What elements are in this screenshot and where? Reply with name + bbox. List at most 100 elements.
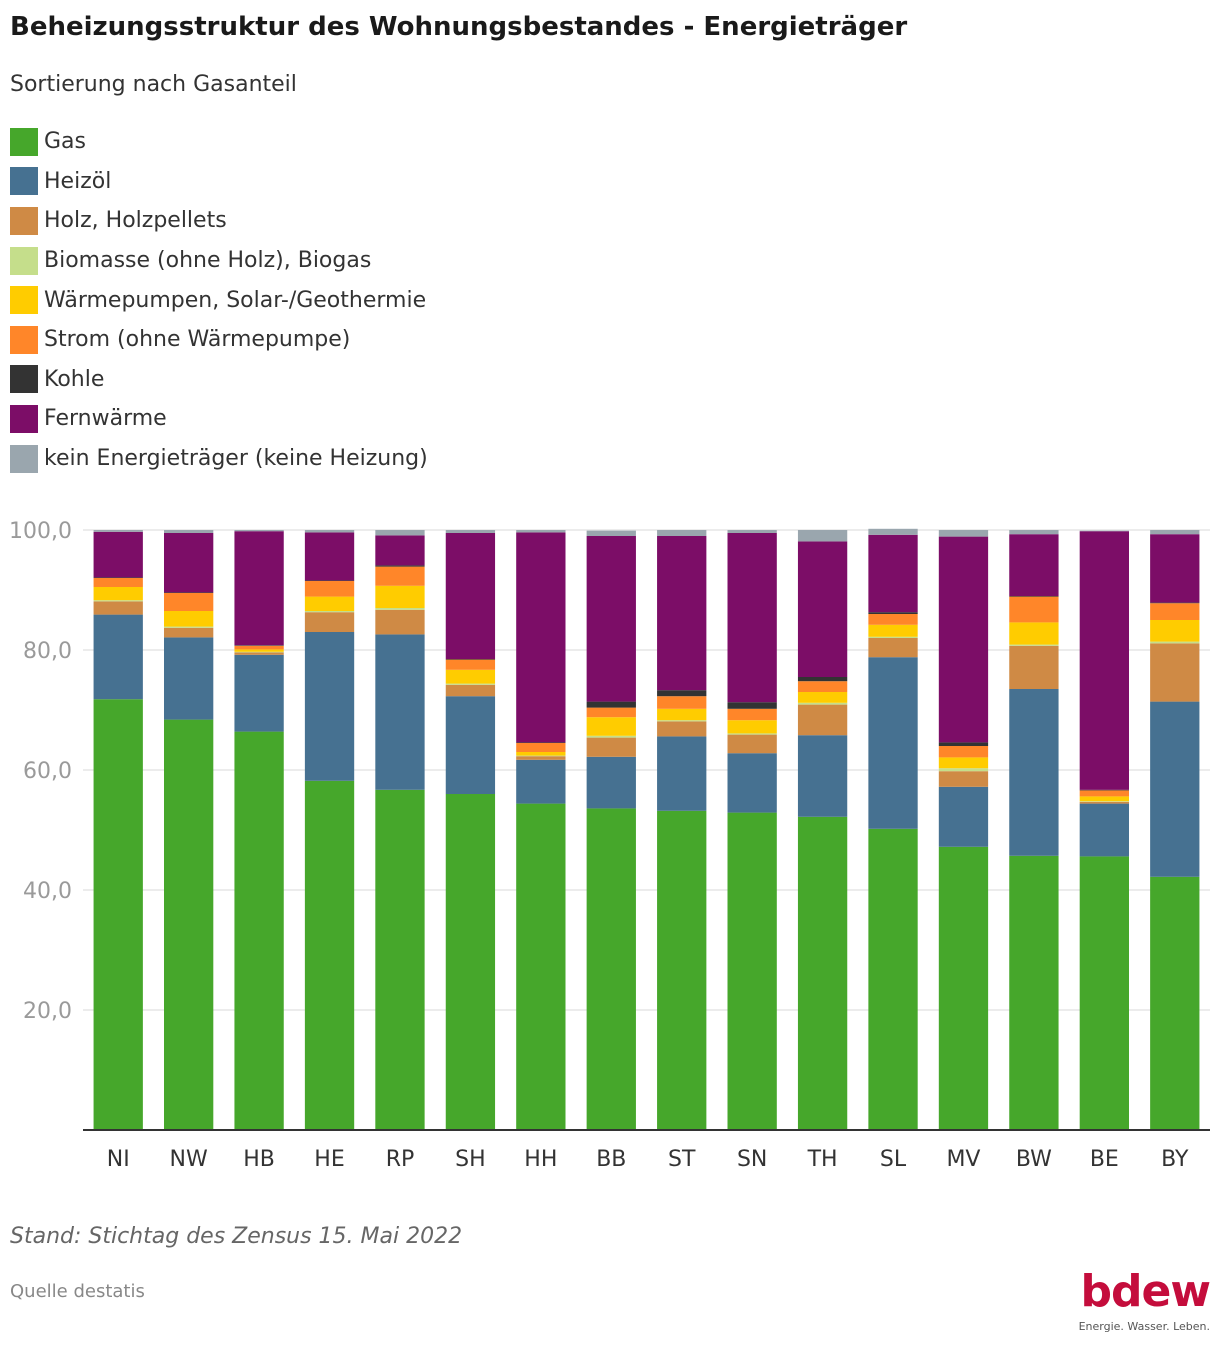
bar-segment [164, 611, 214, 627]
legend-label: Kohle [44, 366, 105, 392]
logo-wordmark: bdew [1080, 1266, 1211, 1317]
bar-segment [445, 659, 496, 670]
bar-segment [868, 828, 918, 1130]
bar-segment [375, 535, 425, 566]
bar-segment [93, 699, 143, 1130]
bar-segment [727, 708, 777, 721]
bar-stack [234, 530, 284, 1130]
bar-segment [234, 531, 284, 646]
bar-segment [1150, 534, 1200, 603]
bar-segment [1150, 701, 1200, 877]
bar-segment [657, 696, 707, 709]
bar-stack [375, 530, 425, 1130]
bar-segment [304, 596, 355, 611]
bar-segment [938, 742, 989, 746]
bar-segment [234, 645, 284, 650]
bar-segment [375, 565, 425, 567]
bar-stack [93, 530, 143, 1130]
legend-label: Holz, Holzpellets [44, 208, 227, 234]
x-tick-label: BE [1090, 1147, 1119, 1172]
legend-swatch [10, 404, 38, 433]
bar-segment [1079, 790, 1129, 797]
bar-segment [164, 593, 214, 611]
bar-segment [234, 649, 284, 652]
x-tick-label: NW [170, 1147, 208, 1172]
bar-stack [1079, 530, 1129, 1130]
bar-stack [1150, 530, 1200, 1130]
bar-segment [586, 707, 636, 718]
bar-segment [657, 720, 707, 722]
bar-segment [586, 737, 636, 757]
legend-label: Wärmepumpen, Solar-/Geothermie [44, 287, 427, 313]
bar-segment [375, 789, 425, 1130]
bar-segment [93, 530, 143, 532]
bar-segment [234, 731, 284, 1130]
y-tick-label: 20,0 [23, 999, 72, 1024]
bar-segment [797, 735, 848, 817]
legend-item: Heizöl [10, 162, 428, 202]
bar-segment [868, 657, 918, 829]
bar-segment [516, 755, 566, 757]
bar-segment [234, 645, 284, 646]
bar-stack [516, 530, 566, 1130]
bar-segment [868, 534, 918, 613]
bar-segment [1079, 531, 1129, 790]
bar-segment [938, 746, 989, 758]
x-tick-label: SL [880, 1147, 907, 1172]
bar-segment [727, 734, 777, 754]
bar-stack [304, 530, 355, 1130]
bar-segment [375, 609, 425, 635]
x-tick-label: TH [807, 1147, 838, 1172]
bar-segment [516, 743, 566, 752]
y-tick-label: 60,0 [23, 759, 72, 784]
bar-segment [445, 794, 496, 1130]
bar-segment [445, 683, 496, 685]
bar-stack [445, 530, 496, 1130]
bar-segment [304, 530, 355, 533]
footnote-date: Stand: Stichtag des Zensus 15. Mai 2022 [10, 1224, 463, 1249]
bar-segment [1079, 801, 1129, 802]
x-tick-label: NI [107, 1147, 130, 1172]
bar-segment [797, 677, 848, 682]
bar-segment [657, 690, 707, 697]
bar-segment [797, 704, 848, 736]
bar-segment [1150, 530, 1200, 535]
bar-segment [868, 624, 918, 637]
bar-segment [1009, 644, 1059, 646]
x-tick-label: SH [455, 1147, 486, 1172]
bar-segment [1009, 534, 1059, 596]
bar-segment [1079, 856, 1129, 1130]
bar-segment [516, 756, 566, 760]
bar-segment [1079, 796, 1129, 802]
bar-segment [375, 608, 425, 610]
bar-segment [938, 757, 989, 769]
bar-segment [93, 578, 143, 587]
bar-segment [164, 533, 214, 593]
bar-segment [375, 530, 425, 536]
bar-segment [164, 592, 214, 593]
bar-stack [586, 530, 636, 1130]
legend-item: Fernwärme [10, 399, 428, 439]
bar-segment [797, 692, 848, 703]
legend-swatch [10, 286, 38, 315]
bar-segment [234, 530, 284, 532]
bar-segment [797, 702, 848, 705]
bar-segment [516, 742, 566, 743]
legend-swatch [10, 325, 38, 354]
bar-segment [586, 536, 636, 702]
bar-segment [1079, 789, 1129, 791]
x-tick-label: ST [668, 1147, 696, 1172]
x-tick-label: MV [946, 1147, 980, 1172]
bar-segment [1150, 641, 1200, 644]
bar-segment [868, 636, 918, 638]
bar-segment [1150, 876, 1200, 1130]
bar-segment [164, 627, 214, 638]
legend-label: Fernwärme [44, 406, 167, 432]
bar-segment [1150, 602, 1200, 604]
legend-label: Strom (ohne Wärmepumpe) [44, 327, 351, 353]
bar-segment [93, 601, 143, 615]
bar-segment [234, 654, 284, 732]
bar-segment [1009, 689, 1059, 856]
legend-swatch [10, 206, 38, 235]
bar-segment [445, 530, 496, 533]
